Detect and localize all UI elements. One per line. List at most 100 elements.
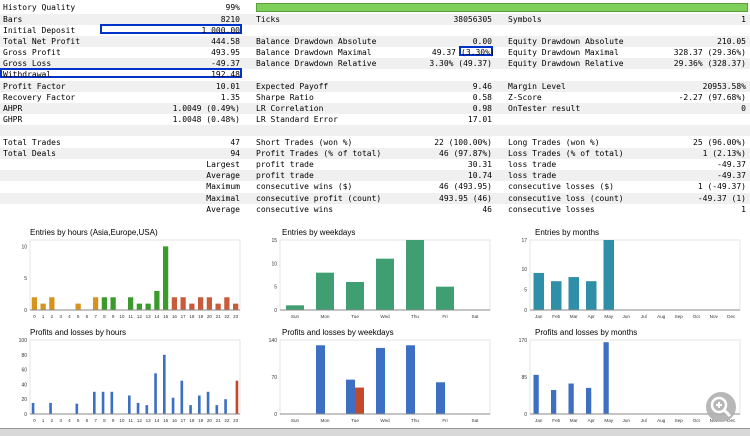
label: Balance Drawdown Maximal (256, 48, 372, 57)
value: 1.0049 (0.49%) (172, 104, 240, 113)
x-tick-label: 7 (94, 418, 97, 423)
x-tick-label: 6 (86, 314, 89, 319)
x-tick-label: 23 (233, 314, 239, 319)
y-tick-label: 140 (269, 338, 278, 344)
bar (586, 281, 597, 310)
x-tick-label: 7 (94, 314, 97, 319)
x-tick-label: 5 (77, 314, 80, 319)
bar (40, 303, 46, 310)
bar (568, 277, 579, 310)
bar (206, 297, 212, 310)
x-tick-label: Wed (380, 418, 390, 423)
label: Gross Loss (3, 59, 52, 68)
chart-title: Profits and losses by hours (30, 328, 127, 337)
x-tick-label: Apr (588, 418, 596, 423)
bar (75, 303, 81, 310)
chart-title: Profits and losses by weekdays (282, 328, 394, 337)
bar (406, 240, 424, 310)
profit-bar (31, 402, 35, 414)
y-tick-label: 10 (271, 261, 277, 267)
x-tick-label: 11 (128, 314, 133, 319)
bar (101, 297, 107, 310)
label: Total Net Profit (3, 37, 81, 46)
chart-pl-by-weekdays: Profits and losses by weekdays 0 70 140 Sun… (250, 322, 500, 426)
profit-bar (316, 345, 325, 414)
x-tick-label: Thu (411, 314, 419, 319)
y-tick-label: 70 (271, 375, 277, 381)
profit-bar (180, 380, 184, 414)
x-tick-label: 5 (77, 418, 80, 423)
x-tick-label: 20 (207, 314, 213, 319)
label: Long Trades (won %) (508, 138, 600, 147)
bar (128, 297, 134, 310)
value: 47 (230, 138, 240, 147)
label: loss trade (508, 171, 557, 180)
history-quality-bar (256, 3, 748, 12)
stat-row: Gross Loss -49.37 Balance Drawdown Relat… (0, 58, 750, 69)
profit-bar (75, 403, 79, 414)
x-tick-label: Sun (291, 418, 300, 423)
bar (436, 286, 454, 310)
x-tick-label: Nov (710, 314, 719, 319)
x-tick-label: Feb (552, 314, 560, 319)
x-tick-label: 4 (68, 314, 71, 319)
y-tick-label: 5 (24, 276, 27, 282)
zoom-icon[interactable] (706, 392, 736, 422)
label: Total Deals (3, 149, 56, 158)
label: profit trade (256, 171, 314, 180)
label: Largest (206, 160, 240, 169)
x-tick-label: 1 (42, 314, 45, 319)
value: -2.27 (97.68%) (678, 93, 746, 102)
label: Balance Drawdown Absolute (256, 37, 377, 46)
value: 1.35 (220, 93, 240, 102)
value: 30.31 (467, 160, 492, 169)
stat-row: History Quality 99% (0, 2, 750, 13)
label: GHPR (3, 115, 23, 124)
label: Bars (3, 15, 23, 24)
plot-area (529, 239, 741, 311)
label: Maximum (206, 182, 240, 191)
bar (110, 297, 116, 310)
y-tick-label: 0 (24, 308, 27, 314)
x-tick-label: Jun (623, 314, 631, 319)
x-tick-label: 3 (59, 418, 62, 423)
label: profit trade (256, 160, 314, 169)
x-tick-label: 2 (51, 314, 54, 319)
bottom-tab-strip[interactable] (0, 428, 750, 436)
y-tick-label: 17 (521, 238, 527, 244)
chart-svg: 0 5 10 17 Jan Feb Mar Apr May Jun Jul Aug Sep Oct Nov D… (521, 238, 741, 319)
bar (603, 240, 614, 310)
value: -49.37 (211, 59, 240, 68)
y-tick-label: 80 (21, 353, 27, 359)
stat-row: Recovery Factor 1.35 Sharpe Ratio 0.58 Z… (0, 92, 750, 103)
value: 22 (100.00%) (434, 138, 492, 147)
profit-bar (533, 374, 539, 414)
label: Symbols (508, 15, 542, 24)
value: 99% (225, 3, 240, 12)
profit-bar (436, 382, 445, 414)
x-tick-label: Sun (291, 314, 300, 319)
profit-bar (376, 347, 385, 414)
highlight-box (100, 24, 242, 34)
y-tick-label: 20 (21, 397, 27, 403)
chart-entries-by-months: Entries by months 0 5 10 17 Jan Feb Mar Apr May J… (500, 222, 750, 322)
label: Margin Level (508, 82, 566, 91)
stat-row: Total Net Profit 444.58 Balance Drawdown… (0, 36, 750, 47)
stat-row: Total Deals 94 Profit Trades (% of total… (0, 148, 750, 159)
value: 192.48 (211, 70, 240, 79)
label: Total Trades (3, 138, 61, 147)
x-tick-label: 6 (86, 418, 89, 423)
stat-row: Profit Factor 10.01 Expected Payoff 9.46… (0, 81, 750, 92)
x-tick-label: 21 (216, 418, 222, 423)
chart-entries-by-hours: Entries by hours (Asia,Europe,USA) 0 5 10 0… (0, 222, 250, 322)
profit-bar (189, 405, 192, 414)
value: 444.58 (211, 37, 240, 46)
x-tick-label: Mon (321, 314, 330, 319)
label: Maximal (206, 194, 240, 203)
stat-row: Gross Profit 493.95 Balance Drawdown Max… (0, 46, 750, 58)
x-tick-label: 18 (189, 418, 195, 423)
value: 94 (230, 149, 240, 158)
x-tick-label: Aug (657, 418, 666, 423)
value: 9.46 (472, 82, 492, 91)
label: Average (206, 171, 240, 180)
